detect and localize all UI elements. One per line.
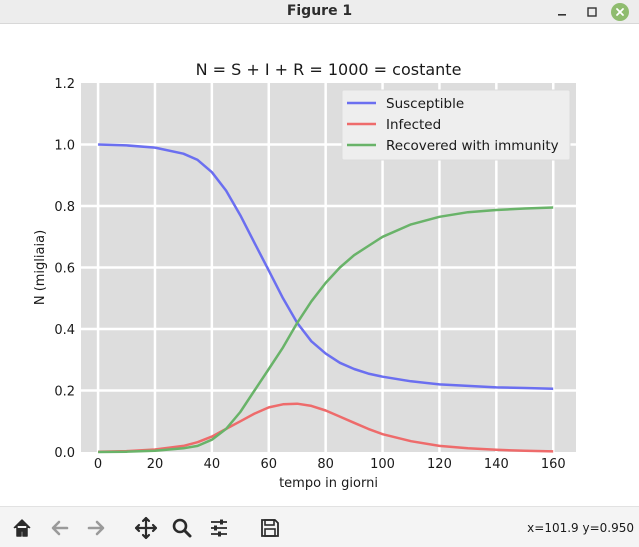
- series-line-infected: [98, 402, 554, 453]
- x-tick-label: 80: [317, 457, 334, 472]
- maximize-icon[interactable]: [582, 2, 602, 22]
- window-titlebar: Figure 1: [0, 0, 639, 24]
- x-tick-label: 60: [260, 457, 277, 472]
- legend-label: Recovered with immunity: [386, 138, 559, 154]
- close-icon[interactable]: [611, 3, 629, 21]
- series-line-recovered-with-immunity: [98, 206, 554, 454]
- x-tick-label: 40: [204, 457, 221, 472]
- window-title: Figure 1: [286, 3, 353, 19]
- cursor-coordinates: x=101.9 y=0.950: [527, 521, 634, 535]
- home-icon[interactable]: [10, 516, 34, 540]
- y-tick-label: 0.2: [54, 385, 75, 400]
- save-icon[interactable]: [258, 516, 282, 540]
- configure-subplots-icon[interactable]: [207, 516, 231, 540]
- y-tick-label: 0.6: [54, 262, 75, 277]
- zoom-icon[interactable]: [170, 516, 194, 540]
- pan-icon[interactable]: [134, 516, 158, 540]
- forward-arrow-icon[interactable]: [84, 516, 108, 540]
- legend-box: [341, 89, 571, 161]
- x-tick-label: 0: [94, 457, 102, 472]
- x-axis-label: tempo in giorni: [279, 476, 378, 491]
- legend-label: Susceptible: [386, 96, 464, 112]
- y-tick-label: 1.0: [54, 139, 75, 154]
- series-lines: [98, 143, 554, 454]
- y-tick-label: 0.4: [54, 323, 75, 338]
- series-line-susceptible: [98, 143, 554, 390]
- chart-title: N = S + I + R = 1000 = costante: [196, 60, 462, 79]
- x-tick-label: 100: [370, 457, 395, 472]
- plot-svg: 0 20 40 60 80 100 120 140 160 0.0 0.2 0.4 0.6 0.8 1.0 1…: [33, 60, 576, 491]
- close-button[interactable]: [610, 2, 630, 22]
- y-axis-label: N (migliaia): [33, 230, 48, 305]
- figure-canvas[interactable]: 0 20 40 60 80 100 120 140 160 0.0 0.2 0.4 0.6 0.8 1.0 1…: [0, 24, 639, 506]
- y-tick-label: 1.2: [54, 77, 75, 92]
- legend-label: Infected: [386, 117, 441, 133]
- navigation-toolbar: x=101.9 y=0.950: [0, 506, 639, 547]
- x-tick-label: 160: [541, 457, 566, 472]
- axis-ticks: 0 20 40 60 80 100 120 140 160 0.0 0.2 0.4 0.6 0.8 1.0 1…: [54, 77, 565, 472]
- x-tick-label: 140: [484, 457, 509, 472]
- y-tick-label: 0.8: [54, 200, 75, 215]
- y-tick-label: 0.0: [54, 446, 75, 461]
- legend: Susceptible Infected Recovered with immuni…: [341, 89, 571, 161]
- back-arrow-icon[interactable]: [48, 516, 72, 540]
- x-tick-label: 20: [147, 457, 164, 472]
- minimize-icon[interactable]: [552, 2, 572, 22]
- x-tick-label: 120: [427, 457, 452, 472]
